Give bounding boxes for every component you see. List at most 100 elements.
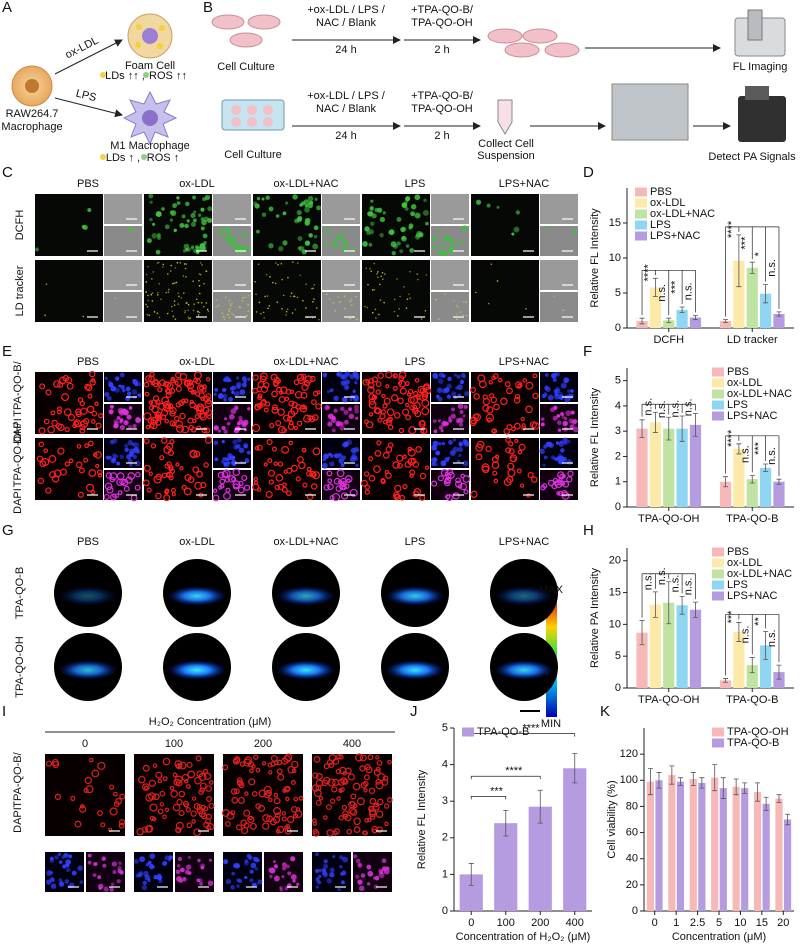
cell bbox=[223, 461, 228, 466]
cell bbox=[438, 250, 445, 256]
cell bbox=[313, 789, 322, 798]
bar bbox=[689, 424, 702, 507]
cell bbox=[68, 458, 74, 464]
cell bbox=[281, 427, 287, 434]
cell bbox=[236, 244, 243, 251]
cell bbox=[414, 410, 422, 418]
cell bbox=[476, 440, 485, 449]
cell bbox=[89, 370, 96, 378]
y-tick-label: 0 bbox=[632, 905, 638, 917]
cell bbox=[52, 761, 60, 769]
cell bbox=[354, 373, 360, 379]
cell bbox=[70, 795, 76, 801]
cell bbox=[175, 821, 184, 830]
legend-label: ox-LDL+NAC bbox=[727, 568, 792, 580]
cell bbox=[567, 439, 571, 444]
cell bbox=[292, 813, 299, 819]
cell bbox=[282, 240, 288, 246]
cell bbox=[299, 274, 302, 277]
cell bbox=[273, 875, 280, 882]
cell bbox=[47, 425, 55, 434]
cell bbox=[213, 425, 219, 431]
cell bbox=[263, 317, 265, 319]
cell bbox=[201, 427, 208, 434]
cell bbox=[326, 829, 334, 837]
cell bbox=[368, 810, 377, 818]
cell bbox=[254, 280, 256, 283]
cell bbox=[355, 295, 358, 298]
cell bbox=[288, 440, 294, 446]
cell bbox=[221, 425, 226, 431]
cell bbox=[485, 445, 492, 452]
cell bbox=[413, 390, 419, 397]
cell bbox=[369, 267, 371, 270]
cell bbox=[281, 816, 287, 822]
cell bbox=[375, 755, 380, 760]
cell bbox=[185, 807, 191, 813]
x-tick-label: TPA-QO-B bbox=[726, 694, 778, 706]
error-bar bbox=[647, 768, 653, 796]
cell bbox=[409, 473, 414, 478]
cell bbox=[238, 419, 244, 425]
cell bbox=[64, 426, 70, 433]
cell bbox=[551, 483, 558, 490]
cell bbox=[291, 261, 294, 263]
cell bbox=[162, 266, 164, 268]
cell bbox=[215, 306, 217, 308]
cell bbox=[455, 417, 461, 423]
cell bbox=[402, 484, 408, 490]
cell bbox=[409, 248, 414, 253]
cell bbox=[335, 234, 340, 240]
cell bbox=[184, 309, 186, 312]
cell bbox=[307, 202, 314, 209]
cell bbox=[169, 210, 175, 215]
error-bar bbox=[652, 411, 658, 433]
cell bbox=[95, 422, 102, 429]
cell bbox=[183, 779, 189, 784]
cell bbox=[150, 293, 152, 296]
cell bbox=[452, 438, 457, 442]
legend-swatch bbox=[712, 547, 724, 557]
legend-label: PBS bbox=[650, 186, 672, 198]
legend-label: PBS bbox=[727, 546, 749, 558]
cell bbox=[177, 292, 179, 295]
cell bbox=[274, 484, 280, 491]
cell bbox=[274, 282, 277, 285]
cell bbox=[277, 483, 284, 490]
cell bbox=[54, 855, 59, 860]
cell bbox=[376, 440, 382, 446]
cell bbox=[199, 242, 206, 249]
cell bbox=[272, 404, 278, 411]
cell bbox=[393, 310, 396, 313]
cell bbox=[437, 378, 444, 384]
cell bbox=[233, 788, 240, 795]
y-axis-title: Relative FL Intensity bbox=[589, 387, 601, 487]
cell bbox=[38, 441, 45, 448]
cell bbox=[193, 450, 201, 458]
cell bbox=[543, 455, 548, 460]
cell bbox=[330, 798, 336, 804]
cell bbox=[432, 372, 439, 379]
cell bbox=[522, 378, 528, 383]
pa-signal bbox=[385, 586, 445, 606]
cell bbox=[490, 263, 493, 266]
cell bbox=[377, 798, 384, 806]
cell bbox=[558, 490, 564, 496]
cell bbox=[462, 314, 465, 316]
step: Cell Culture bbox=[224, 149, 281, 161]
x-tick-label: 2.5 bbox=[690, 917, 705, 929]
cell bbox=[277, 461, 284, 467]
cell bbox=[174, 380, 179, 385]
cell bbox=[561, 491, 570, 500]
panel-label: F bbox=[583, 343, 592, 360]
cell bbox=[198, 311, 201, 314]
cell bbox=[179, 262, 182, 264]
cell bbox=[275, 420, 282, 427]
cell bbox=[354, 408, 360, 414]
pa-signal bbox=[494, 660, 554, 680]
cell bbox=[379, 216, 386, 223]
cell bbox=[65, 376, 73, 384]
cell bbox=[493, 478, 499, 484]
cell bbox=[312, 471, 321, 480]
x-tick-label: TPA-QO-OH bbox=[638, 694, 700, 706]
